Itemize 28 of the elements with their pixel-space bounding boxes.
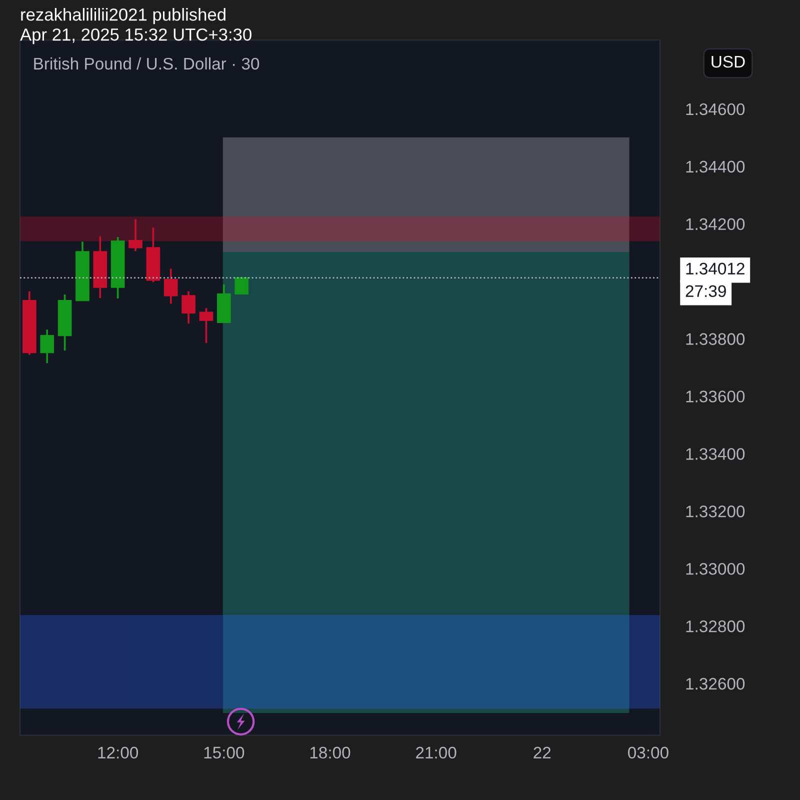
x-tick-label: 21:00 (416, 746, 456, 759)
y-tick-label: 1.33000 (686, 562, 745, 575)
candlestick (234, 277, 249, 295)
y-tick-label: 1.32800 (686, 620, 745, 632)
candlestick (40, 328, 54, 364)
x-tick-label: 22 (534, 746, 551, 758)
text: USD (712, 56, 745, 68)
x-tick-label: 03:00 (628, 746, 668, 759)
ref-line-label: 1.34012 (686, 262, 744, 275)
candlestick (182, 290, 196, 324)
y-tick-label: 1.33200 (686, 506, 745, 518)
text: rezakhalililii2021 published (21, 8, 226, 24)
x-tick-label: 18:00 (310, 746, 350, 759)
y-tick-label: 1.33800 (686, 333, 745, 345)
x-tick-label: 12:00 (98, 746, 138, 759)
y-tick-label: 1.34400 (686, 160, 745, 173)
candlestick (128, 218, 142, 252)
y-tick-label: 1.34200 (686, 218, 745, 230)
text: 27:39 (686, 285, 726, 298)
y-tick-label: 1.34600 (686, 103, 745, 116)
candlestick (199, 307, 214, 344)
y-tick-label: 1.33600 (686, 390, 745, 402)
annotation: Apr 21, 2025 15:32 UTC+3:30 (20, 28, 252, 44)
text: British Pound / U.S. Dollar · 30 (34, 57, 260, 70)
x-tick-label: 15:00 (204, 746, 244, 759)
y-tick-label: 1.33400 (686, 448, 745, 460)
candlestick (164, 268, 178, 305)
y-tick-label: 1.32600 (686, 678, 745, 690)
